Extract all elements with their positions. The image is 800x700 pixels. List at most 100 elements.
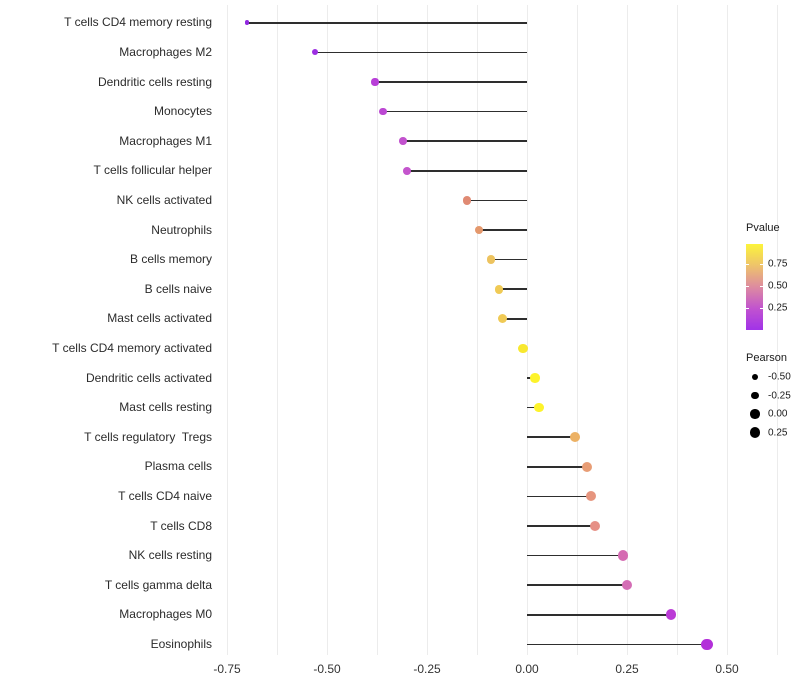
y-axis-label: Plasma cells: [144, 459, 212, 474]
colorbar-tick: [746, 285, 749, 287]
size-legend-title: Pearson: [746, 352, 787, 364]
lollipop-stem: [403, 140, 527, 142]
lollipop-point: [585, 491, 597, 502]
y-axis-label: Macrophages M0: [119, 607, 212, 622]
y-axis-label: T cells regulatory Tregs: [84, 429, 212, 444]
lollipop-point: [534, 402, 544, 413]
lollipop-stem: [527, 525, 595, 527]
size-legend-dot: [750, 409, 760, 419]
gridline: [476, 5, 478, 655]
lollipop-point: [244, 20, 250, 26]
lollipop-point: [617, 550, 629, 561]
y-axis-label: T cells follicular helper: [93, 163, 213, 178]
size-legend-dot: [749, 427, 761, 438]
y-axis-label: Monocytes: [153, 104, 212, 119]
lollipop-point: [474, 225, 484, 235]
y-axis-label: Macrophages M2: [119, 44, 212, 59]
lollipop-point: [399, 137, 407, 145]
x-axis-tick-label: 0.25: [615, 662, 639, 676]
colorbar-tick: [746, 263, 749, 265]
y-axis-label: B cells memory: [129, 252, 212, 267]
lollipop-point: [589, 520, 601, 532]
lollipop-stem: [247, 22, 527, 24]
colorbar-tick: [760, 263, 763, 265]
lollipop-stem: [527, 643, 707, 646]
colorbar-legend-title: Pvalue: [746, 222, 780, 234]
size-legend-dot: [751, 373, 759, 381]
lollipop-point: [701, 638, 713, 651]
lollipop-point: [621, 579, 633, 591]
lollipop-point: [570, 432, 580, 443]
gridline: [426, 5, 428, 655]
colorbar-label: 0.50: [768, 280, 788, 292]
y-axis-label: T cells CD4 memory activated: [52, 340, 212, 355]
lollipop-point: [462, 196, 472, 205]
size-legend-label: 0.00: [768, 408, 788, 420]
lollipop-point: [379, 107, 387, 116]
lollipop-stem: [527, 614, 671, 616]
pvalue-colorbar: [746, 244, 763, 330]
y-axis-label: T cells gamma delta: [104, 577, 212, 592]
y-axis-label: NK cells activated: [116, 192, 212, 207]
x-axis-tick-label: -0.25: [413, 662, 441, 676]
gridline: [326, 5, 328, 655]
colorbar-label: 0.75: [768, 258, 788, 270]
gridline: [576, 5, 578, 655]
x-axis-tick-label: 0.50: [715, 662, 739, 676]
size-legend-label: 0.25: [768, 427, 788, 438]
y-axis-label: T cells CD4 memory resting: [64, 15, 212, 30]
lollipop-stem: [527, 584, 627, 586]
size-legend-dot: [751, 391, 759, 400]
y-axis-label: T cells CD8: [150, 518, 212, 533]
lollipop-point: [498, 314, 508, 324]
y-axis-label: B cells naive: [144, 281, 212, 296]
lollipop-stem: [383, 110, 527, 113]
gridline: [226, 5, 228, 655]
lollipop-stem: [499, 288, 527, 290]
lollipop-stem: [527, 436, 575, 438]
colorbar-tick: [760, 285, 763, 287]
y-axis-label: Dendritic cells resting: [97, 74, 212, 89]
x-axis-tick-label: 0.00: [515, 662, 539, 676]
size-legend-label: -0.50: [768, 371, 791, 383]
gridline: [276, 5, 278, 655]
lollipop-stem: [491, 258, 527, 261]
lollipop-point: [581, 461, 592, 472]
y-axis-label: Macrophages M1: [119, 133, 212, 148]
y-axis-label: Eosinophils: [150, 636, 212, 651]
y-axis-label: NK cells resting: [128, 548, 212, 563]
size-legend-label: -0.25: [768, 390, 791, 401]
gridline: [726, 5, 728, 655]
lollipop-stem: [527, 554, 623, 557]
lollipop-stem: [467, 199, 527, 202]
lollipop-point: [311, 49, 319, 56]
lollipop-stem: [315, 51, 527, 54]
lollipop-stem: [503, 318, 527, 320]
lollipop-stem: [527, 406, 539, 409]
gridline: [376, 5, 378, 655]
gridline: [526, 5, 528, 655]
lollipop-point: [665, 609, 677, 621]
lollipop-stem: [375, 81, 527, 83]
lollipop-stem: [407, 170, 527, 172]
y-axis-label: Mast cells activated: [107, 311, 212, 326]
lollipop-point: [403, 166, 411, 175]
colorbar-label: 0.25: [768, 302, 788, 314]
lollipop-point: [518, 343, 528, 354]
lollipop-point: [486, 255, 496, 265]
colorbar-tick: [760, 307, 763, 309]
lollipop-stem: [527, 466, 587, 468]
x-axis-tick-label: -0.75: [213, 662, 241, 676]
gridline: [776, 5, 778, 655]
lollipop-stem: [527, 495, 591, 498]
lollipop-point: [371, 78, 379, 86]
y-axis-label: Mast cells resting: [119, 400, 212, 415]
y-axis-label: Dendritic cells activated: [85, 370, 212, 385]
gridline: [676, 5, 678, 655]
lollipop-point: [494, 284, 504, 294]
gridline: [626, 5, 628, 655]
lollipop-point: [530, 373, 540, 383]
y-axis-label: T cells CD4 naive: [118, 488, 212, 503]
x-axis-tick-label: -0.50: [313, 662, 341, 676]
